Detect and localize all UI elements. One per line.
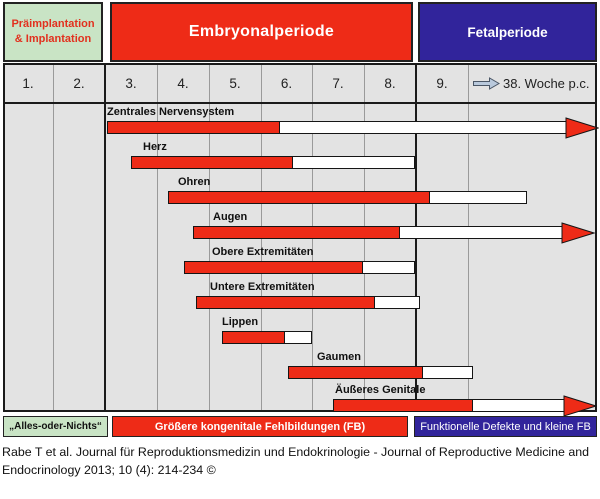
bar-white-segment xyxy=(362,261,415,274)
organ-label-5: Untere Extremitäten xyxy=(210,281,315,293)
bar-red-segment xyxy=(196,296,375,309)
bar-red-segment xyxy=(107,121,280,134)
grid-line xyxy=(52,65,54,410)
organ-label-8: Äußeres Genitale xyxy=(335,384,426,396)
week-cell: 3. xyxy=(125,75,137,91)
axis-separator-line xyxy=(4,102,596,104)
organ-label-6: Lippen xyxy=(222,316,259,328)
period-boundary-line xyxy=(104,63,106,412)
bar-white-segment xyxy=(284,331,312,344)
bar-white-segment xyxy=(399,226,563,239)
organ-label-2: Ohren xyxy=(178,176,211,188)
week-38-label: 38. Woche p.c. xyxy=(503,75,590,91)
week-cell-end: 38. Woche p.c. xyxy=(468,65,597,101)
bar-arrowhead-icon xyxy=(563,394,598,423)
organ-label-0: Zentrales Nervensystem xyxy=(107,106,235,118)
week-cell: 5. xyxy=(229,75,241,91)
bar-white-segment xyxy=(422,366,473,379)
bar-red-segment xyxy=(184,261,363,274)
week-cell: 4. xyxy=(177,75,189,91)
week-cell: 1. xyxy=(22,75,34,91)
bar-red-segment xyxy=(131,156,293,169)
header-embryonalperiode: Embryonalperiode xyxy=(110,2,413,62)
bar-red-segment xyxy=(333,399,473,412)
grid-line xyxy=(156,65,158,410)
week-cell: 9. xyxy=(436,75,448,91)
bar-arrowhead-icon xyxy=(565,116,600,145)
legend-all-or-nothing: „Alles-oder-Nichts“ xyxy=(3,416,108,437)
legend-functional-defects: Funktionelle Defekte und kleine FB xyxy=(414,416,597,437)
bar-red-segment xyxy=(193,226,400,239)
caption-line-2: Endocrinology 2013; 10 (4): 214-234 © xyxy=(2,463,216,477)
organ-label-4: Obere Extremitäten xyxy=(212,246,314,258)
week-38-arrow-icon xyxy=(473,76,500,90)
header-preimplantation-label: Präimplantation & Implantation xyxy=(11,18,95,45)
bar-red-segment xyxy=(168,191,430,204)
organ-label-1: Herz xyxy=(143,141,167,153)
bar-white-segment xyxy=(472,399,565,412)
header-preimplantation: Präimplantation & Implantation xyxy=(3,2,103,62)
bar-white-segment xyxy=(279,121,567,134)
bar-white-segment xyxy=(292,156,415,169)
week-cell: 2. xyxy=(73,75,85,91)
bar-white-segment xyxy=(374,296,420,309)
organ-label-3: Augen xyxy=(213,211,248,223)
caption-line-1: Rabe T et al. Journal für Reproduktionsm… xyxy=(2,445,590,459)
legend-major-malformations: Größere kongenitale Fehlbildungen (FB) xyxy=(112,416,408,437)
week-cell: 8. xyxy=(384,75,396,91)
week-cell: 7. xyxy=(332,75,344,91)
organ-label-7: Gaumen xyxy=(317,351,362,363)
bar-arrowhead-icon xyxy=(561,221,596,250)
bar-white-segment xyxy=(429,191,527,204)
bar-red-segment xyxy=(222,331,285,344)
header-fetalperiode: Fetalperiode xyxy=(418,2,597,62)
caption: Rabe T et al. Journal für Reproduktionsm… xyxy=(2,443,598,479)
bar-red-segment xyxy=(288,366,423,379)
week-cell: 6. xyxy=(280,75,293,91)
